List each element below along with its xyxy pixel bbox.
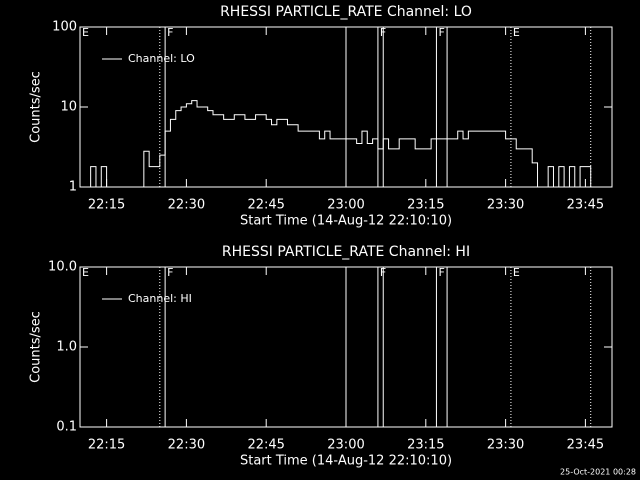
event-label: E [82,26,89,39]
x-tick-label: 23:15 [407,438,444,453]
footer: 25-Oct-2021 00:28 [560,468,636,477]
x-tick-label: 22:15 [88,198,125,213]
legend-label: Channel: HI [128,292,192,305]
event-label: F [167,26,173,39]
x-tick-label: 23:45 [567,198,604,213]
y-tick-label: 100 [52,20,77,35]
x-tick-label: 22:45 [247,438,284,453]
x-tick-label: 22:45 [247,198,284,213]
y-tick-label: 1 [69,180,77,195]
x-tick-label: 23:00 [327,198,364,213]
legend-label: Channel: LO [128,52,195,65]
y-tick-label: 0.1 [56,420,77,435]
chart-title: RHESSI PARTICLE_RATE Channel: LO [220,4,472,20]
event-label: F [167,266,173,279]
chart-title: RHESSI PARTICLE_RATE Channel: HI [222,244,470,260]
y-tick-label: 1.0 [56,340,77,355]
y-axis-label: Counts/sec [29,311,44,383]
x-tick-label: 23:45 [567,438,604,453]
event-label: F [438,266,444,279]
x-tick-label: 23:00 [327,438,364,453]
y-tick-label: 10.0 [48,260,77,275]
data-line [80,100,597,188]
event-label: E [82,266,89,279]
x-tick-label: 22:30 [168,438,205,453]
event-label: F [438,26,444,39]
x-tick-label: 23:15 [407,198,444,213]
event-label: F [380,266,386,279]
y-tick-label: 10 [60,100,77,115]
x-tick-label: 23:30 [487,438,524,453]
event-label: E [513,26,520,39]
x-axis-label: Start Time (14-Aug-12 22:10:10) [240,454,452,469]
y-axis-label: Counts/sec [29,71,44,143]
x-tick-label: 22:30 [168,198,205,213]
x-tick-label: 22:15 [88,438,125,453]
x-axis-label: Start Time (14-Aug-12 22:10:10) [240,214,452,229]
x-tick-label: 23:30 [487,198,524,213]
event-label: F [380,26,386,39]
event-label: E [513,266,520,279]
